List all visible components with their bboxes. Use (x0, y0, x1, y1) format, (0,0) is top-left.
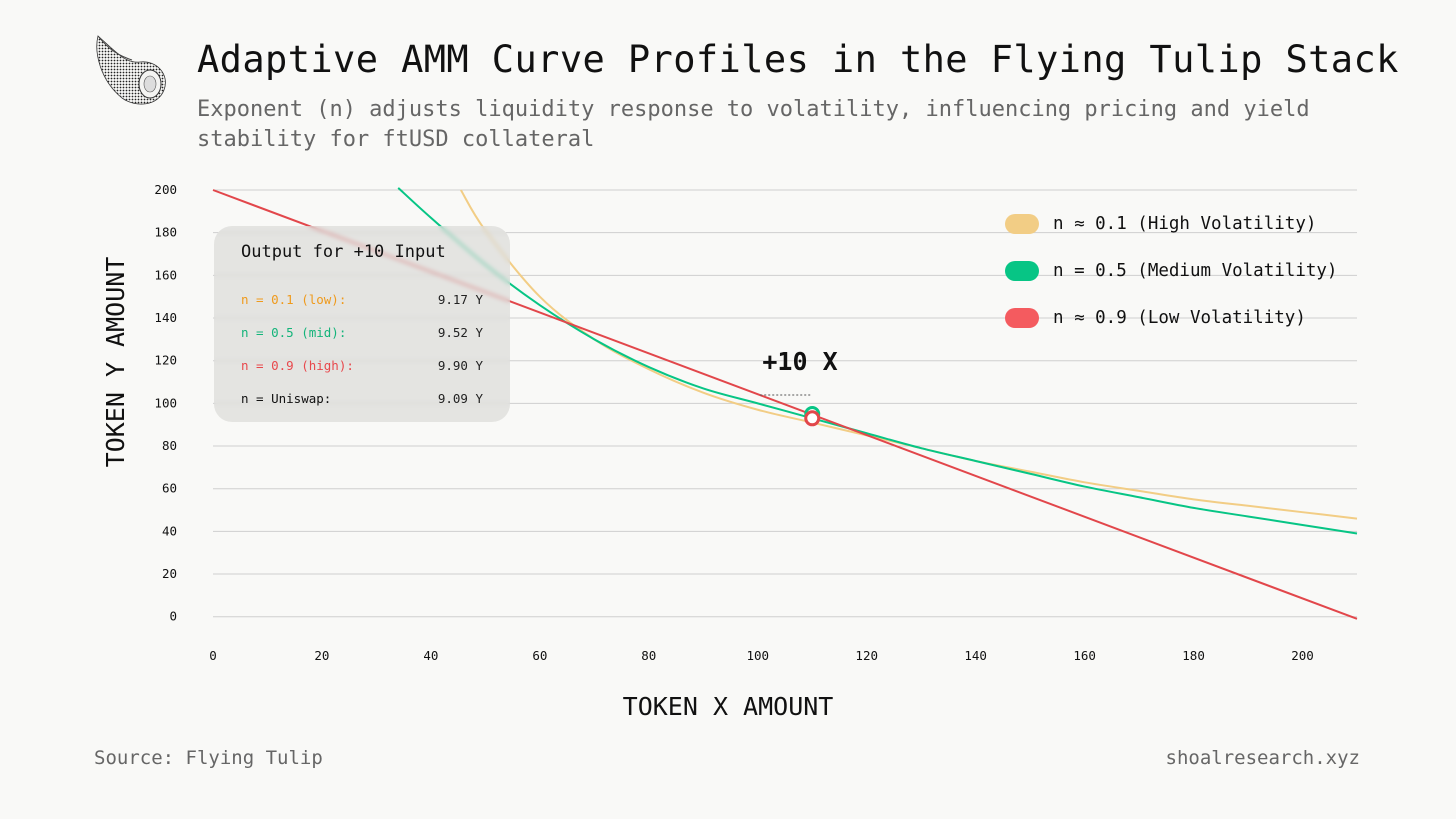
x-tick-label: 120 (855, 648, 878, 663)
series-line-medium-volatility (397, 187, 1358, 535)
y-tick-label: 200 (154, 182, 177, 197)
x-tick-label: 0 (209, 648, 217, 663)
x-tick-label: 180 (1182, 648, 1205, 663)
x-tick-label: 60 (532, 648, 547, 663)
page-subtitle: Exponent (n) adjusts liquidity response … (197, 97, 1310, 152)
output-row-value: 9.09 Y (437, 391, 483, 406)
marker-low (804, 410, 821, 427)
x-axis-label: TOKEN X AMOUNT (623, 692, 834, 721)
legend-label: n ≈ 0.9 (Low Volatility) (1053, 307, 1306, 328)
output-row-value: 9.17 Y (437, 292, 483, 307)
site-credit: shoalresearch.xyz (1165, 747, 1360, 769)
x-tick-label: 100 (746, 648, 769, 663)
y-tick-label: 140 (154, 310, 177, 325)
output-row-value: 9.90 Y (437, 358, 483, 373)
output-box: Output for +10 Input n = 0.1 (low): 9.17… (214, 226, 510, 422)
legend: n ≈ 0.1 (High Volatility) n = 0.5 (Mediu… (1005, 200, 1337, 341)
output-row-label: n = Uniswap: (241, 391, 332, 406)
legend-label: n ≈ 0.1 (High Volatility) (1053, 213, 1317, 234)
y-axis-label: TOKEN Y AMOUNT (101, 257, 130, 468)
legend-swatch (1005, 260, 1039, 281)
y-tick-label: 120 (154, 353, 177, 368)
output-row-label: n = 0.9 (high): (241, 358, 354, 373)
output-row-value: 9.52 Y (437, 325, 483, 340)
annotation-label: +10 X (762, 347, 837, 376)
y-tick-label: 0 (169, 609, 177, 624)
legend-item-medium-volatility: n = 0.5 (Medium Volatility) (1005, 247, 1337, 294)
legend-label: n = 0.5 (Medium Volatility) (1053, 260, 1338, 281)
x-tick-label: 200 (1291, 648, 1314, 663)
legend-swatch (1005, 307, 1039, 328)
output-row-label: n = 0.1 (low): (241, 292, 347, 307)
output-row-label: n = 0.5 (mid): (241, 325, 347, 340)
legend-item-low-volatility: n ≈ 0.9 (Low Volatility) (1005, 294, 1337, 341)
y-tick-label: 160 (154, 267, 177, 282)
y-tick-label: 60 (162, 481, 177, 496)
x-tick-label: 80 (641, 648, 656, 663)
shell-logo (96, 35, 166, 105)
y-tick-label: 20 (162, 566, 177, 581)
x-tick-label: 20 (314, 648, 329, 663)
y-tick-label: 100 (154, 395, 177, 410)
x-tick-label: 160 (1073, 648, 1096, 663)
y-tick-label: 80 (162, 438, 177, 453)
page-title: Adaptive AMM Curve Profiles in the Flyin… (197, 38, 1399, 81)
output-box-title: Output for +10 Input (241, 242, 446, 262)
legend-swatch (1005, 213, 1039, 234)
x-tick-label: 40 (423, 648, 438, 663)
legend-item-high-volatility: n ≈ 0.1 (High Volatility) (1005, 200, 1337, 247)
source-note: Source: Flying Tulip (94, 747, 323, 769)
y-tick-label: 180 (154, 225, 177, 240)
y-tick-label: 40 (162, 523, 177, 538)
x-tick-label: 140 (964, 648, 987, 663)
